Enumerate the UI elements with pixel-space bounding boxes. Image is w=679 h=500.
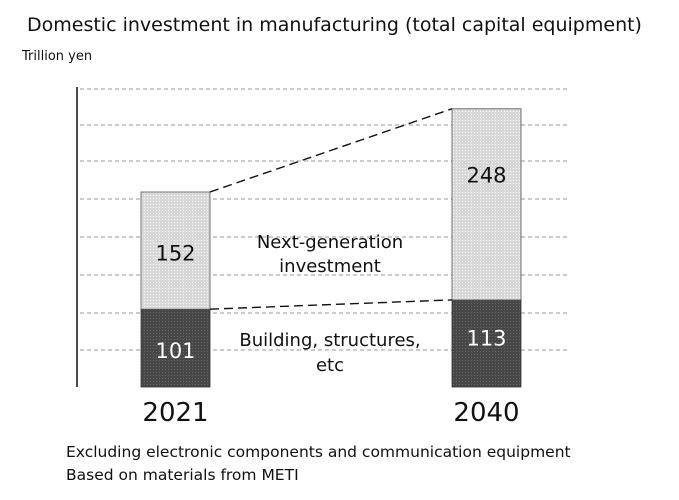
y-axis-unit-label: Trillion yen bbox=[22, 49, 93, 64]
label-layer: 101 152 2021 113 248 2040 Next-generation inves… bbox=[142, 163, 519, 428]
bar-segment-next-generation-2040 bbox=[451, 108, 522, 301]
bar-segment-building-2040 bbox=[451, 299, 522, 388]
annotation-building-line1: Building, structures, bbox=[239, 330, 420, 351]
connector-total-line bbox=[209, 108, 453, 193]
x-tick-label-2040: 2040 bbox=[453, 398, 519, 428]
annotation-next-generation-line2: investment bbox=[279, 256, 381, 277]
data-label-building-2040: 113 bbox=[466, 326, 506, 350]
bar-segment-next-generation-2021 bbox=[140, 191, 211, 310]
footnote-excluding: Excluding electronic components and comm… bbox=[66, 443, 571, 461]
annotation-building-line2: etc bbox=[316, 355, 344, 376]
annotation-next-generation-line1: Next-generation bbox=[257, 232, 403, 253]
connector-lines bbox=[209, 108, 453, 310]
connector-building-line bbox=[209, 299, 453, 310]
data-label-next-generation-2021: 152 bbox=[155, 242, 195, 266]
data-label-building-2021: 101 bbox=[155, 339, 195, 363]
data-label-next-generation-2040: 248 bbox=[466, 163, 506, 187]
bar-layer bbox=[140, 108, 522, 388]
footnote-source: Based on materials from METI bbox=[66, 466, 299, 484]
x-tick-label-2021: 2021 bbox=[142, 398, 208, 428]
chart-title: Domestic investment in manufacturing (to… bbox=[27, 14, 642, 36]
